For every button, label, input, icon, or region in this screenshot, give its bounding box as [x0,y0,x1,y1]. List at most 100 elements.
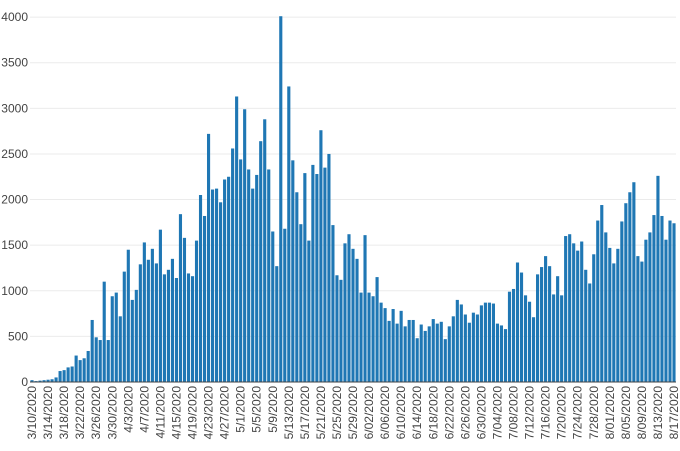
x-tick-label: 7/20/2020 [555,386,569,440]
bars [30,16,676,383]
bar [439,321,443,382]
bar [46,379,50,382]
bar [110,296,114,382]
bar [215,188,219,382]
bar [82,358,86,382]
x-tick-label: 5/13/2020 [282,386,296,440]
bar [102,281,106,382]
bar [491,303,495,382]
bar [182,237,187,382]
bar [592,254,596,382]
bar [467,322,471,382]
bar [407,319,411,382]
x-tick-label: 4/11/2020 [153,386,167,439]
bar [411,319,415,382]
bar [652,215,656,382]
bar [355,258,359,382]
bar [656,175,660,382]
bar [231,148,235,382]
bar [259,141,263,382]
bar [30,380,34,382]
bar [507,291,512,382]
bar [463,314,467,382]
bar [126,249,130,382]
bar [327,153,331,382]
bar [170,258,175,382]
bar [604,232,608,382]
bar [134,289,138,382]
bar [419,324,423,382]
bar [295,192,299,382]
x-tick-label: 8/01/2020 [603,386,617,440]
bar [267,169,271,382]
bar [451,316,455,382]
bar [223,179,227,382]
x-tick-label: 7/28/2020 [587,386,601,440]
x-tick-label: 6/14/2020 [410,386,424,440]
bar [174,278,179,382]
bar [50,379,54,382]
x-tick-label: 3/26/2020 [89,386,103,440]
x-tick-label: 5/29/2020 [346,386,360,440]
bar [106,340,110,382]
bar [70,366,74,382]
x-tick-label: 3/18/2020 [57,386,71,440]
y-tick-label: 2000 [1,193,28,207]
bar [399,310,403,382]
bar [331,225,335,382]
bar [291,160,295,382]
bar [664,239,668,382]
bar [351,248,355,382]
bar [503,329,508,382]
bar [158,229,162,382]
x-tick-label: 3/14/2020 [41,386,55,440]
bar [431,319,435,382]
y-tick-label: 4000 [1,10,28,24]
x-tick-label: 4/23/2020 [202,386,216,440]
x-tick-label: 6/18/2020 [426,386,440,440]
bar [515,262,520,382]
bar [299,224,303,382]
bar [287,86,291,382]
bar [363,235,367,382]
x-tick-label: 7/08/2020 [507,386,521,440]
bar [90,319,94,382]
y-tick-label: 500 [8,329,28,343]
bar [383,308,387,382]
bar [495,323,500,382]
bar [118,316,122,382]
x-tick-label: 7/04/2020 [490,386,504,440]
bar [138,264,142,382]
bar [612,263,616,382]
bar [544,256,548,382]
bar [271,231,275,382]
bar [483,302,487,382]
bar [283,228,287,382]
bar [74,355,78,382]
bar [423,330,427,382]
bar [648,232,652,382]
x-tick-label: 4/7/2020 [137,386,151,433]
bar [527,301,532,382]
bar [371,296,375,382]
bar [255,174,259,382]
bar [339,279,343,382]
bar [548,266,552,382]
bar [62,370,66,382]
bar [279,16,283,383]
bar [247,169,251,382]
bar [455,299,459,382]
bar [311,164,315,382]
bar [668,220,672,382]
x-tick-label: 5/17/2020 [298,386,312,440]
bar [54,377,58,382]
bar [166,269,170,382]
bar [387,320,391,382]
bar [672,223,676,382]
bar [307,240,311,382]
bar [616,248,620,382]
x-tick-label: 4/27/2020 [218,386,232,440]
bar [78,360,82,382]
bar [435,323,439,382]
